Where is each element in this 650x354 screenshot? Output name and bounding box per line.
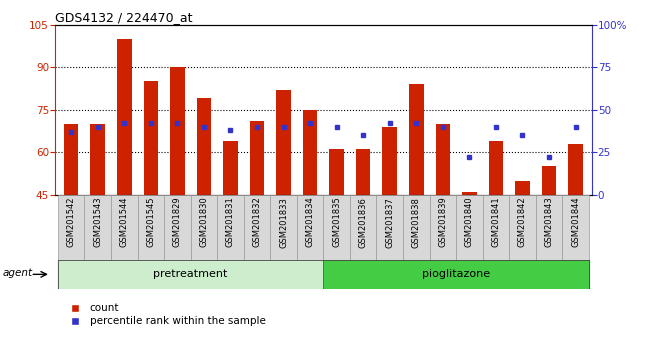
Text: GSM201838: GSM201838: [412, 197, 421, 247]
Text: GSM201843: GSM201843: [545, 197, 554, 247]
Text: agent: agent: [3, 268, 33, 278]
FancyBboxPatch shape: [324, 260, 589, 289]
FancyBboxPatch shape: [562, 195, 589, 260]
Text: GSM201844: GSM201844: [571, 197, 580, 247]
Bar: [223, 141, 238, 195]
FancyBboxPatch shape: [111, 195, 138, 260]
FancyBboxPatch shape: [58, 260, 324, 289]
Bar: [568, 144, 583, 195]
Text: pretreatment: pretreatment: [153, 269, 228, 279]
FancyBboxPatch shape: [350, 195, 376, 260]
Bar: [196, 98, 211, 195]
Text: GSM201836: GSM201836: [359, 197, 368, 247]
Bar: [117, 39, 131, 195]
Bar: [489, 141, 503, 195]
Bar: [303, 110, 317, 195]
Bar: [170, 67, 185, 195]
Text: pioglitazone: pioglitazone: [422, 269, 490, 279]
Text: GSM201544: GSM201544: [120, 197, 129, 247]
Bar: [276, 90, 291, 195]
Bar: [64, 124, 79, 195]
FancyBboxPatch shape: [84, 195, 111, 260]
Text: GSM201841: GSM201841: [491, 197, 500, 247]
FancyBboxPatch shape: [138, 195, 164, 260]
FancyBboxPatch shape: [58, 195, 84, 260]
Legend: count, percentile rank within the sample: count, percentile rank within the sample: [60, 299, 270, 331]
FancyBboxPatch shape: [536, 195, 562, 260]
FancyBboxPatch shape: [190, 195, 217, 260]
Bar: [436, 124, 450, 195]
FancyBboxPatch shape: [483, 195, 509, 260]
Bar: [250, 121, 265, 195]
Bar: [541, 166, 556, 195]
Text: GSM201842: GSM201842: [518, 197, 527, 247]
Text: GSM201543: GSM201543: [93, 197, 102, 247]
FancyBboxPatch shape: [403, 195, 430, 260]
Text: GDS4132 / 224470_at: GDS4132 / 224470_at: [55, 11, 193, 24]
Text: GSM201830: GSM201830: [200, 197, 209, 247]
Bar: [144, 81, 158, 195]
Bar: [356, 149, 370, 195]
FancyBboxPatch shape: [376, 195, 403, 260]
Text: GSM201832: GSM201832: [252, 197, 261, 247]
Text: GSM201833: GSM201833: [279, 197, 288, 247]
FancyBboxPatch shape: [164, 195, 190, 260]
Text: GSM201840: GSM201840: [465, 197, 474, 247]
Text: GSM201834: GSM201834: [306, 197, 315, 247]
FancyBboxPatch shape: [297, 195, 324, 260]
FancyBboxPatch shape: [217, 195, 244, 260]
FancyBboxPatch shape: [456, 195, 483, 260]
Text: GSM201839: GSM201839: [438, 197, 447, 247]
Text: GSM201837: GSM201837: [385, 197, 395, 247]
Bar: [462, 192, 476, 195]
Bar: [330, 149, 344, 195]
Text: GSM201831: GSM201831: [226, 197, 235, 247]
Text: GSM201542: GSM201542: [67, 197, 75, 247]
Text: GSM201545: GSM201545: [146, 197, 155, 247]
Bar: [409, 84, 424, 195]
FancyBboxPatch shape: [244, 195, 270, 260]
Bar: [382, 127, 397, 195]
FancyBboxPatch shape: [270, 195, 297, 260]
FancyBboxPatch shape: [324, 195, 350, 260]
Text: GSM201835: GSM201835: [332, 197, 341, 247]
Text: GSM201829: GSM201829: [173, 197, 182, 247]
Bar: [515, 181, 530, 195]
FancyBboxPatch shape: [509, 195, 536, 260]
FancyBboxPatch shape: [430, 195, 456, 260]
Bar: [90, 124, 105, 195]
